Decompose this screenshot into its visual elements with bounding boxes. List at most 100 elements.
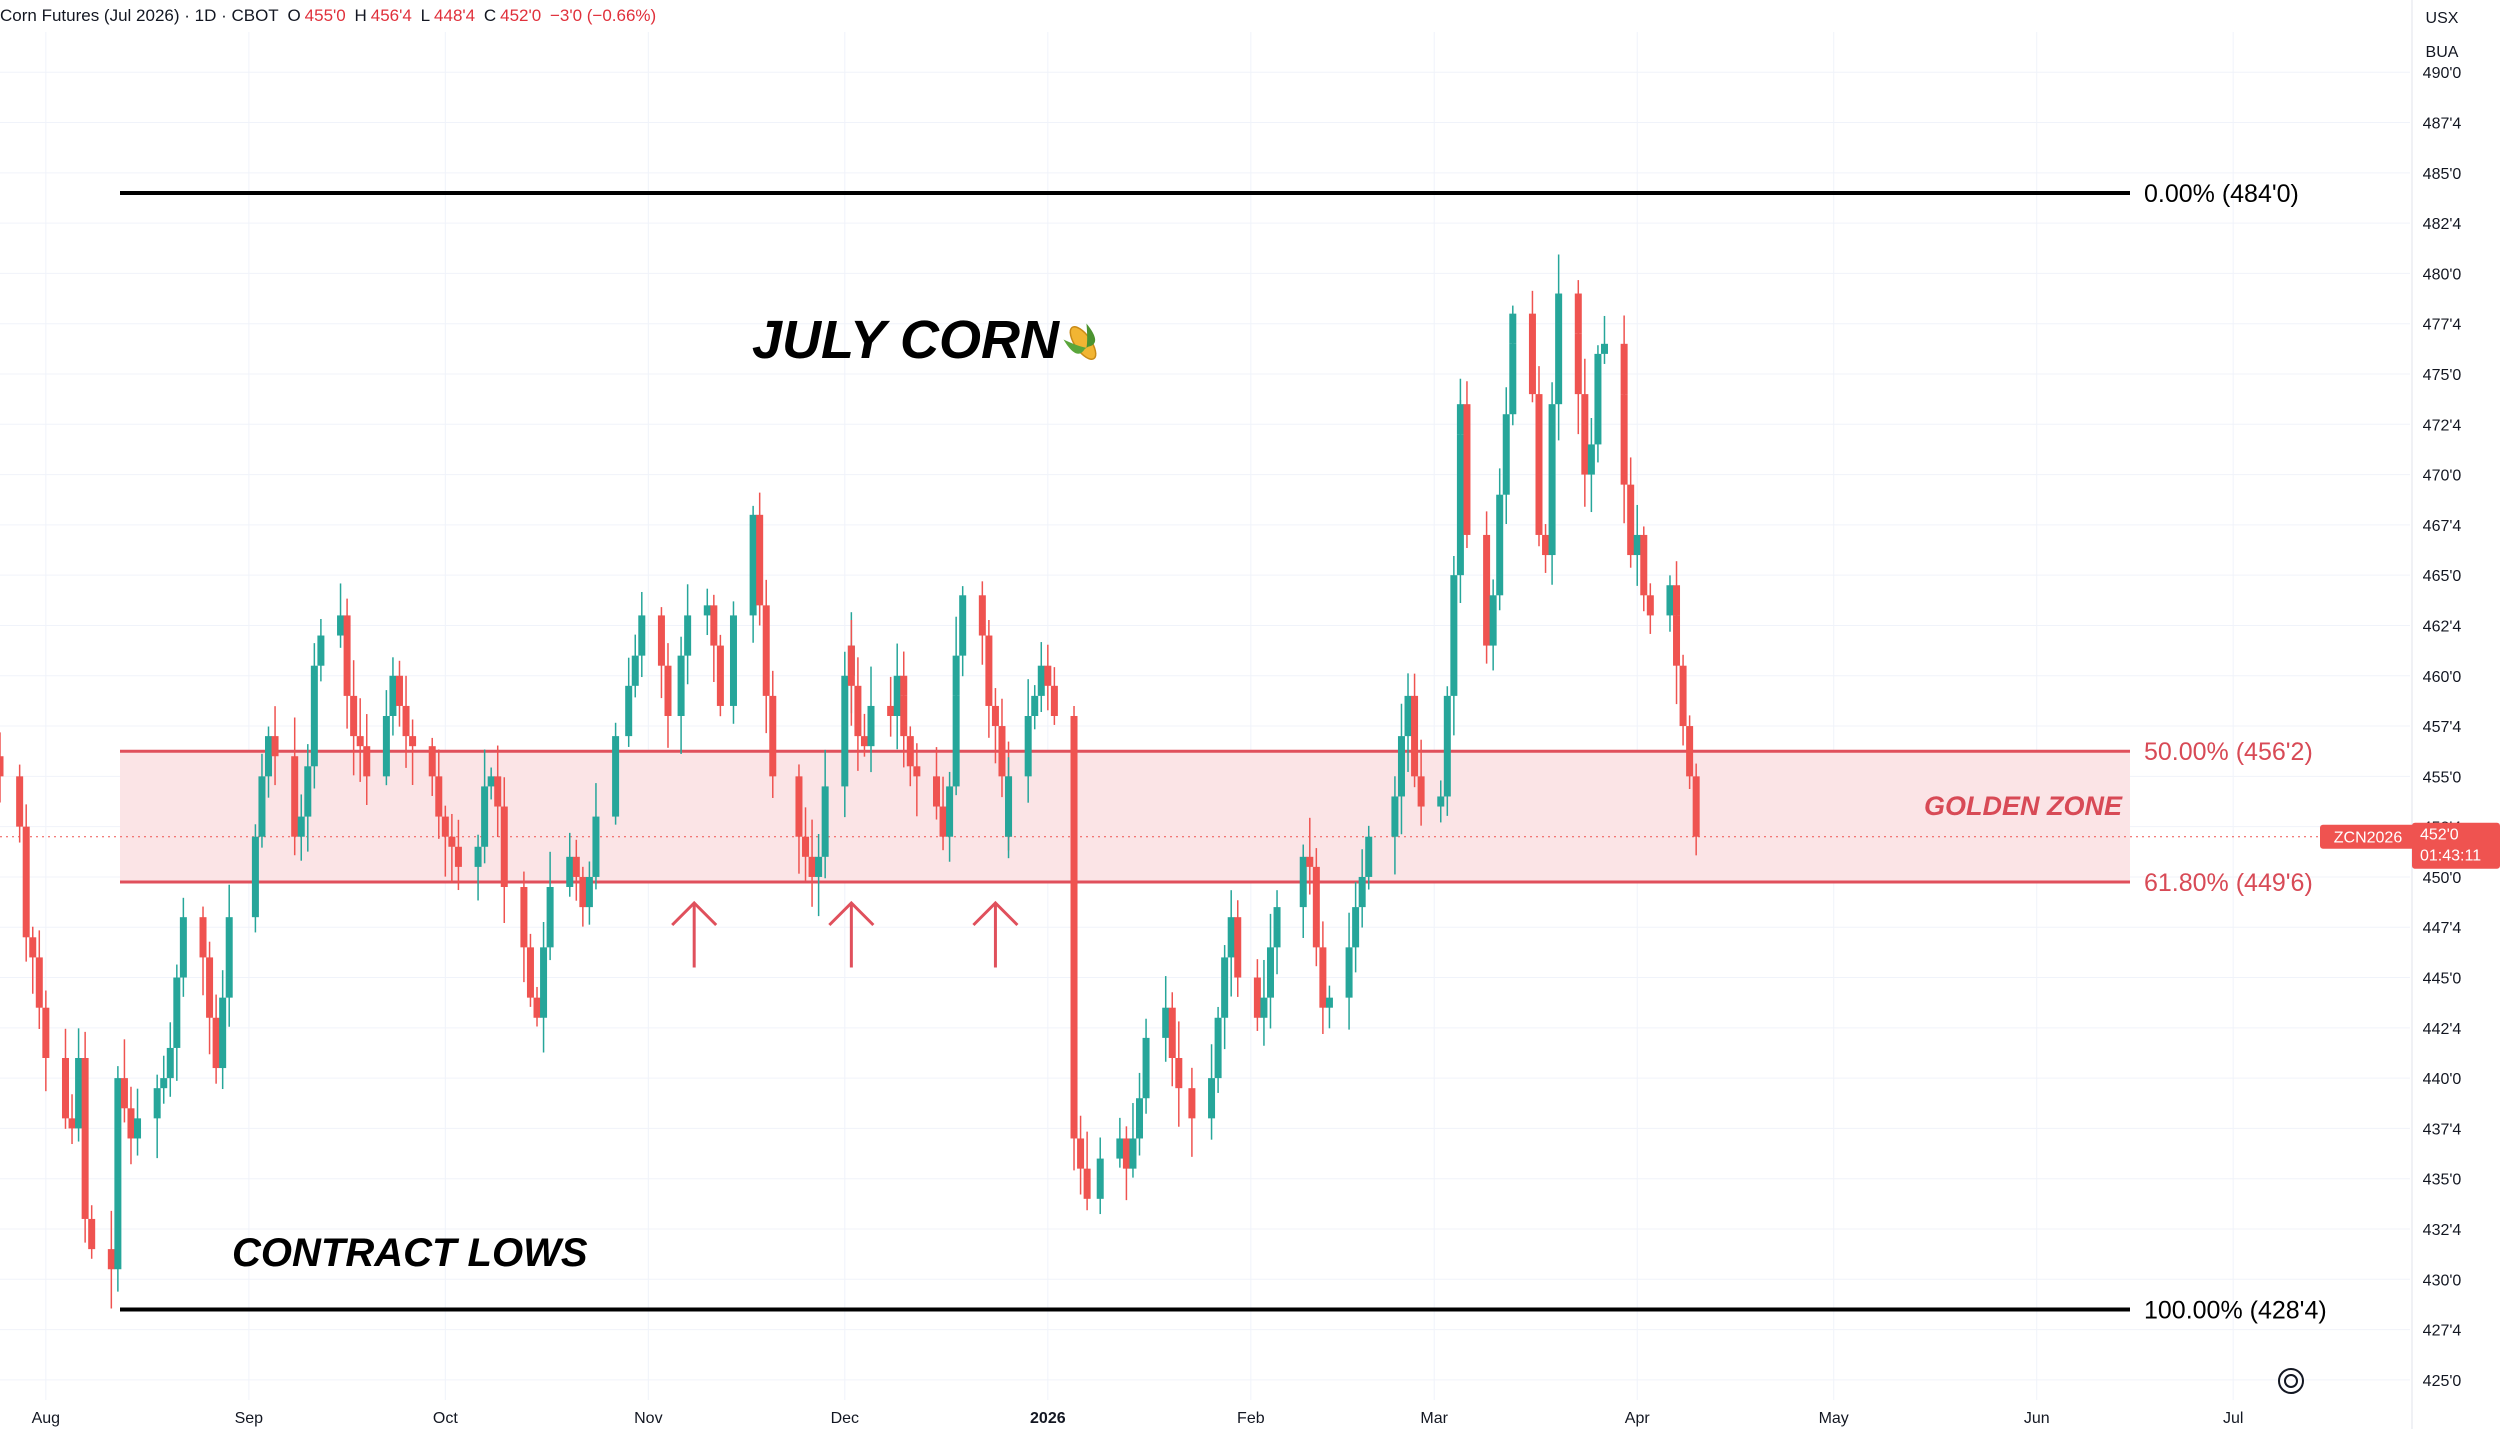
- candle-body: [68, 1118, 76, 1129]
- candle-body: [1096, 1158, 1104, 1199]
- candle-body: [1208, 1078, 1216, 1119]
- candle-body: [16, 776, 24, 827]
- candle-body: [1646, 595, 1654, 616]
- candle-body: [481, 786, 489, 847]
- candle-body: [847, 645, 855, 686]
- low-value: 448'4: [434, 6, 476, 25]
- y-tick-label: 450'0: [2423, 870, 2462, 887]
- candle-body: [271, 736, 279, 757]
- candle-body: [454, 846, 462, 867]
- candle-body: [1299, 856, 1307, 908]
- candle-body: [1365, 836, 1373, 877]
- candle-body: [1175, 1058, 1183, 1089]
- candle-body: [1266, 947, 1274, 998]
- x-tick-label: Oct: [433, 1410, 458, 1427]
- candle-body: [1686, 726, 1694, 777]
- candle-body: [251, 836, 259, 918]
- candle-body: [1673, 615, 1681, 666]
- fib-100-label: 100.00% (428'4): [2144, 1296, 2327, 1324]
- candle-body: [1024, 716, 1032, 777]
- candle-body: [1168, 1007, 1176, 1058]
- x-tick-label: Jun: [2024, 1410, 2050, 1427]
- candle-body: [428, 746, 436, 777]
- candle-body: [1489, 595, 1497, 646]
- candle-body: [291, 756, 299, 837]
- candle-body: [1581, 394, 1589, 475]
- candle-body: [409, 736, 417, 747]
- candle-body: [762, 605, 770, 696]
- candle-body: [520, 887, 528, 948]
- candle-body: [35, 957, 43, 1008]
- badge-ticker: ZCN2026: [2334, 830, 2403, 847]
- candle-body: [88, 1218, 96, 1250]
- candle-body: [487, 776, 495, 787]
- golden-zone-fill: [120, 751, 2130, 882]
- candle-body: [173, 977, 181, 1048]
- candle-body: [1083, 1168, 1091, 1199]
- candle-body: [1620, 343, 1628, 395]
- candles: [0, 254, 1700, 1309]
- y-tick-label: 460'0: [2423, 669, 2462, 686]
- badge-countdown: 01:43:11: [2420, 848, 2481, 865]
- candle-body: [854, 685, 862, 737]
- x-tick-label: Mar: [1420, 1410, 1448, 1427]
- candle-body: [363, 746, 371, 777]
- close-value: 452'0: [500, 6, 542, 25]
- candle-body: [946, 786, 954, 837]
- candle-body: [356, 736, 364, 747]
- candle-body: [310, 665, 318, 767]
- annotation-golden-zone: GOLDEN ZONE: [1924, 791, 2123, 821]
- candle-body: [395, 675, 403, 706]
- candle-body: [1142, 1037, 1150, 1099]
- fib-50-label: 50.00% (456'2): [2144, 738, 2313, 766]
- candle-body: [1574, 333, 1582, 395]
- x-tick-label: Nov: [634, 1410, 662, 1427]
- candle-body: [1070, 716, 1078, 1139]
- x-tick-label: Sep: [235, 1410, 264, 1427]
- candle-body: [494, 776, 502, 807]
- candle-body: [114, 1078, 122, 1270]
- candle-body: [1587, 444, 1595, 475]
- candle-body: [860, 736, 868, 747]
- candle-body: [684, 615, 692, 656]
- candle-body: [1319, 947, 1327, 1008]
- candle-body: [337, 615, 345, 636]
- candle-body: [0, 756, 4, 777]
- candle-body: [212, 1017, 220, 1069]
- candle-body: [1633, 534, 1641, 556]
- candle-body: [1640, 534, 1648, 596]
- y-tick-label: 465'0: [2423, 568, 2462, 585]
- candle-body: [985, 635, 993, 706]
- x-tick-label: 2026: [1030, 1410, 1066, 1427]
- grid: [0, 32, 2410, 1400]
- candle-body: [474, 846, 482, 867]
- y-tick-label: 472'4: [2423, 417, 2462, 434]
- candle-body: [585, 876, 593, 908]
- candle-body: [1548, 404, 1556, 556]
- price-badge: ZCN2026 452'0 01:43:11: [2320, 822, 2500, 869]
- candle-body: [1188, 1088, 1196, 1119]
- candle-body: [1234, 917, 1242, 978]
- fib-618-label: 61.80% (449'6): [2144, 869, 2313, 897]
- candle-body: [998, 726, 1006, 777]
- candle-body: [304, 766, 312, 817]
- settings-icon[interactable]: [2278, 1368, 2304, 1394]
- candle-body: [1502, 414, 1510, 495]
- time-axis[interactable]: Aug Sep Oct Nov Dec 2026 Feb Mar Apr May Jun Jul: [32, 1410, 2244, 1427]
- candle-body: [1312, 866, 1320, 948]
- candle-body: [1214, 1017, 1222, 1079]
- y-tick-label: 490'0: [2423, 65, 2462, 82]
- candle-body: [887, 705, 895, 716]
- candle-body: [1116, 1138, 1124, 1159]
- x-tick-label: Feb: [1237, 1410, 1265, 1427]
- x-tick-label: May: [1819, 1410, 1849, 1427]
- y-tick-label: 462'4: [2423, 618, 2462, 635]
- price-axis[interactable]: USX BUA 425'0 427'4 430'0 432'4 435'0 437'4 44…: [2411, 0, 2462, 1429]
- candle-body: [382, 716, 390, 777]
- up-arrow-icon: [972, 900, 1019, 968]
- y-tick-label: 432'4: [2423, 1222, 2462, 1239]
- golden-zone: [120, 749, 2130, 884]
- candle-body: [592, 816, 600, 877]
- candle-body: [710, 605, 718, 646]
